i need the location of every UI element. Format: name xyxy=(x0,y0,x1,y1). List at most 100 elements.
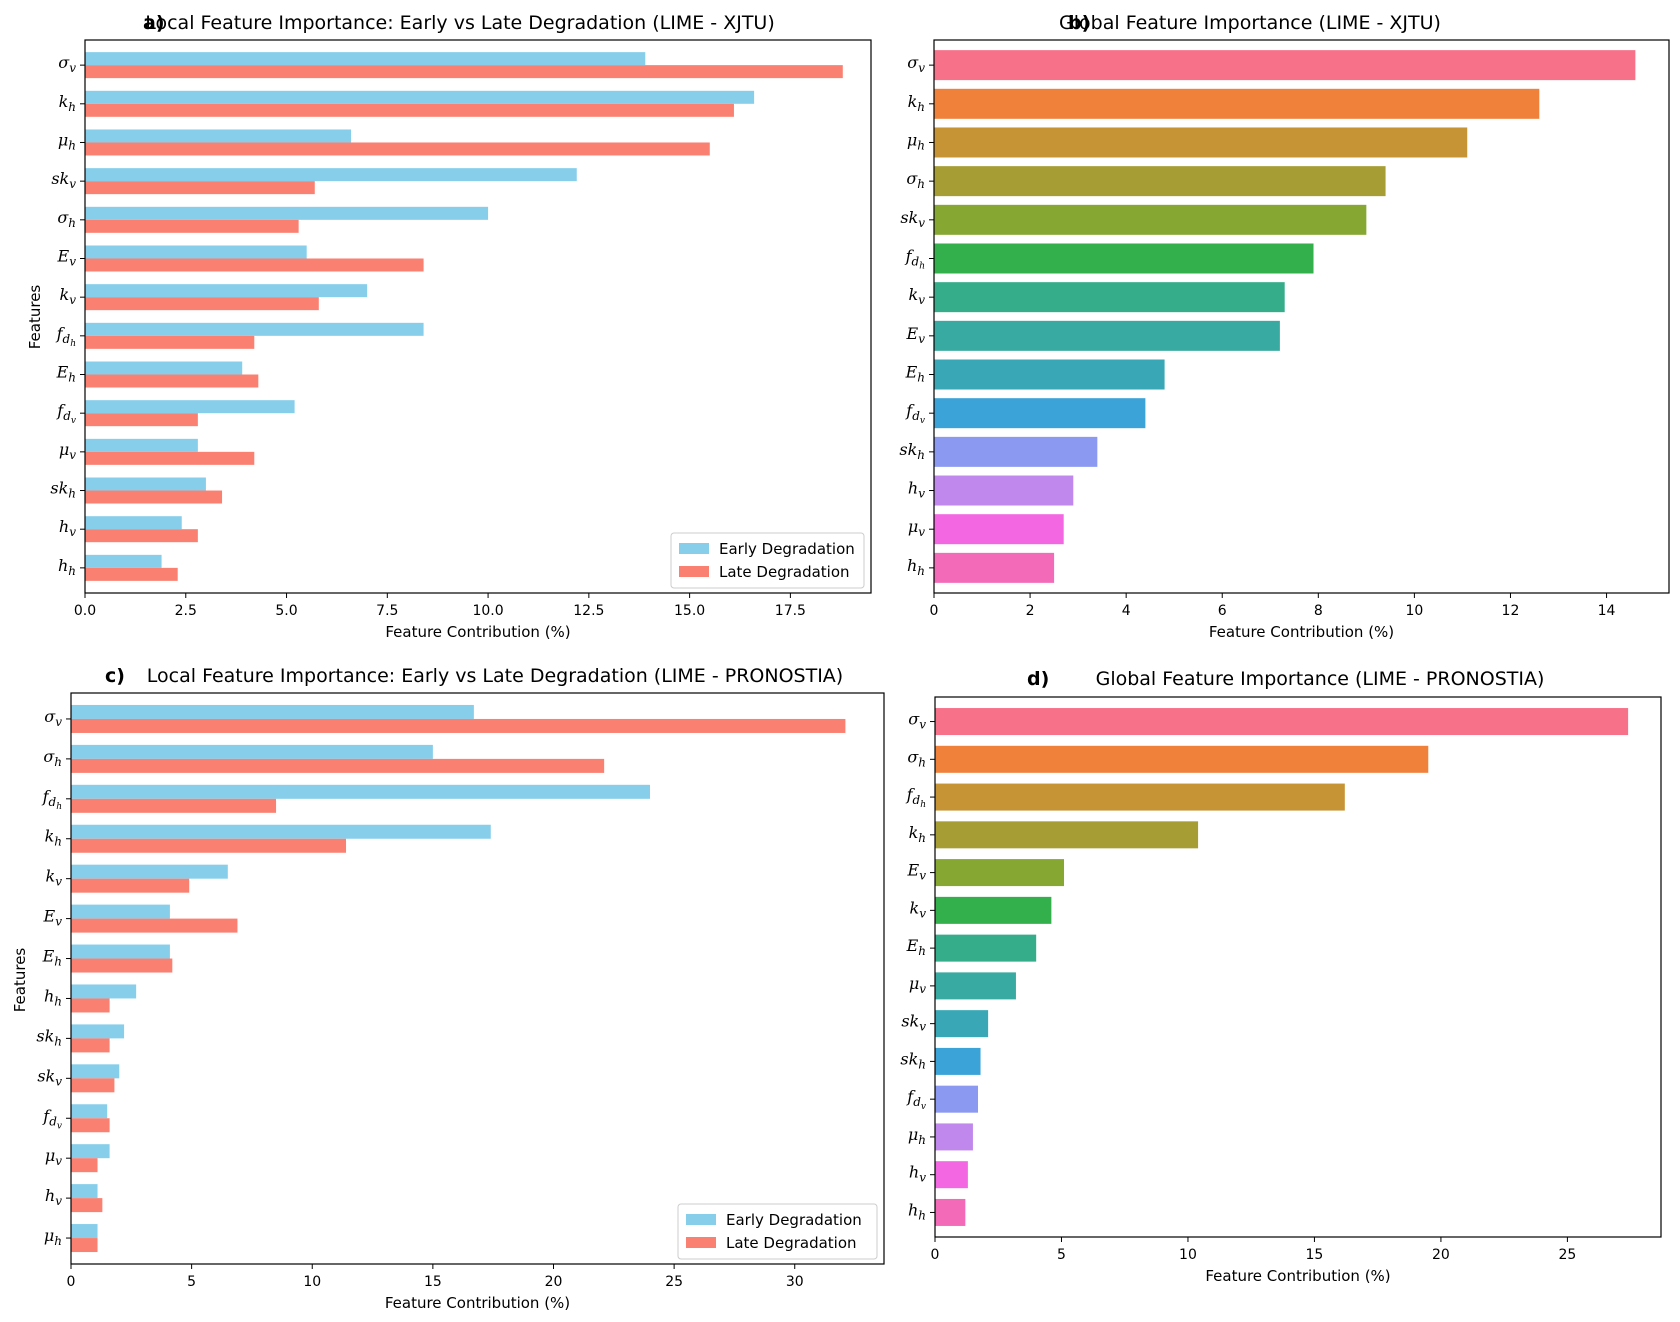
bar-early xyxy=(71,984,137,999)
y-tick-label: Eh xyxy=(905,363,925,385)
y-tick-label: kv xyxy=(909,285,926,307)
bar xyxy=(935,934,1037,962)
x-tick-label: 5.0 xyxy=(275,603,297,619)
x-axis-label: Feature Contribution (%) xyxy=(385,623,570,641)
bar-late xyxy=(71,838,347,853)
bar xyxy=(934,359,1165,390)
bar-early xyxy=(85,129,352,143)
y-tick-label: hv xyxy=(59,517,76,539)
bar-late xyxy=(71,1198,103,1213)
x-tick-label: 2.5 xyxy=(175,603,197,619)
bar xyxy=(935,1161,968,1189)
x-tick-label: 20 xyxy=(545,1274,563,1290)
y-tick-label: Ev xyxy=(907,861,927,883)
y-tick-label: μv xyxy=(909,974,926,996)
y-tick-label: σv xyxy=(908,710,926,732)
bar xyxy=(935,972,1016,1000)
x-tick-label: 0 xyxy=(67,1274,76,1290)
y-tick-label: hh xyxy=(908,1200,926,1222)
y-tick-label: Ev xyxy=(43,907,63,929)
bar-early xyxy=(71,704,474,719)
bar-late xyxy=(85,335,255,349)
y-tick-label: skv xyxy=(900,208,925,230)
bar-early xyxy=(85,400,295,414)
y-tick-label: σh xyxy=(907,747,926,769)
legend-label: Early Degradation xyxy=(719,540,855,558)
bar-early xyxy=(85,206,489,220)
y-tick-label: σh xyxy=(906,169,925,191)
x-tick-label: 15.0 xyxy=(674,603,705,619)
y-tick-label: σh xyxy=(57,208,76,230)
bar xyxy=(934,514,1064,545)
y-tick-label: Ev xyxy=(57,246,77,268)
bar-late xyxy=(71,918,238,933)
panel-c-chart: c) Local Feature Importance: Early vs Lat… xyxy=(11,665,885,1312)
y-tick-label: fdv xyxy=(42,1106,62,1131)
y-tick-label: skv xyxy=(51,169,76,191)
bar-late xyxy=(85,142,710,156)
bar-early xyxy=(71,944,170,959)
bar xyxy=(935,1010,989,1038)
bar-late xyxy=(85,374,259,388)
bar-late xyxy=(71,1238,98,1253)
y-tick-label: hh xyxy=(907,556,925,578)
y-tick-label: μh xyxy=(58,130,76,152)
bar-early xyxy=(71,1144,110,1159)
bar-early xyxy=(71,744,433,759)
bar-early xyxy=(85,284,368,298)
bar-late xyxy=(85,490,223,504)
bar xyxy=(935,1198,966,1226)
bar-early xyxy=(71,1184,98,1199)
x-tick-label: 0 xyxy=(931,1247,940,1263)
y-tick-label: fdh xyxy=(56,324,76,349)
bar-early xyxy=(71,904,170,919)
legend-label: Early Degradation xyxy=(726,1211,862,1229)
y-tick-label: μv xyxy=(59,440,76,462)
y-tick-label: kh xyxy=(45,827,62,849)
bar-late xyxy=(85,451,255,465)
y-tick-label: skh xyxy=(36,1026,62,1048)
y-tick-label: μh xyxy=(908,1125,926,1147)
bar xyxy=(934,282,1285,313)
legend-swatch xyxy=(686,1214,716,1225)
x-axis-label: Feature Contribution (%) xyxy=(385,1294,570,1312)
bar xyxy=(934,166,1386,197)
y-tick-label: hv xyxy=(908,479,925,501)
y-tick-label: hv xyxy=(909,1163,926,1185)
bar-late xyxy=(71,1118,110,1133)
y-tick-label: hh xyxy=(58,556,76,578)
y-tick-label: fdh xyxy=(42,787,62,812)
bar xyxy=(935,783,1345,811)
y-tick-label: kv xyxy=(60,285,77,307)
y-tick-label: Ev xyxy=(906,324,926,346)
legend-label: Late Degradation xyxy=(726,1234,857,1252)
bar-late xyxy=(71,1158,98,1173)
bar-late xyxy=(71,718,846,733)
x-axis-label: Feature Contribution (%) xyxy=(1205,1267,1390,1285)
bar-late xyxy=(71,998,110,1013)
bar-early xyxy=(71,784,650,799)
x-tick-label: 7.5 xyxy=(376,603,398,619)
y-tick-label: skv xyxy=(901,1012,926,1034)
chart-title: Local Feature Importance: Early vs Late … xyxy=(145,12,775,34)
bar xyxy=(934,204,1367,235)
y-tick-label: kh xyxy=(908,92,925,114)
y-tick-label: kh xyxy=(909,823,926,845)
bar-early xyxy=(71,864,228,879)
x-tick-label: 12.5 xyxy=(573,603,604,619)
y-tick-label: Eh xyxy=(56,363,76,385)
plot-frame xyxy=(933,39,1670,594)
panel-a-chart: a)Local Feature Importance: Early vs Lat… xyxy=(26,12,872,641)
chart-title: Global Feature Importance (LIME - PRONOS… xyxy=(1096,668,1545,690)
bar-early xyxy=(85,52,646,66)
bar xyxy=(934,398,1146,429)
x-tick-label: 0.0 xyxy=(74,603,96,619)
y-tick-label: Eh xyxy=(42,947,62,969)
legend-box xyxy=(670,532,865,589)
bar-late xyxy=(71,1078,115,1093)
panel-d-chart: d) Global Feature Importance (LIME - PRON… xyxy=(900,668,1662,1285)
y-tick-label: σh xyxy=(43,747,62,769)
bar-early xyxy=(85,477,206,491)
bar xyxy=(934,88,1540,119)
y-tick-label: skh xyxy=(899,440,925,462)
